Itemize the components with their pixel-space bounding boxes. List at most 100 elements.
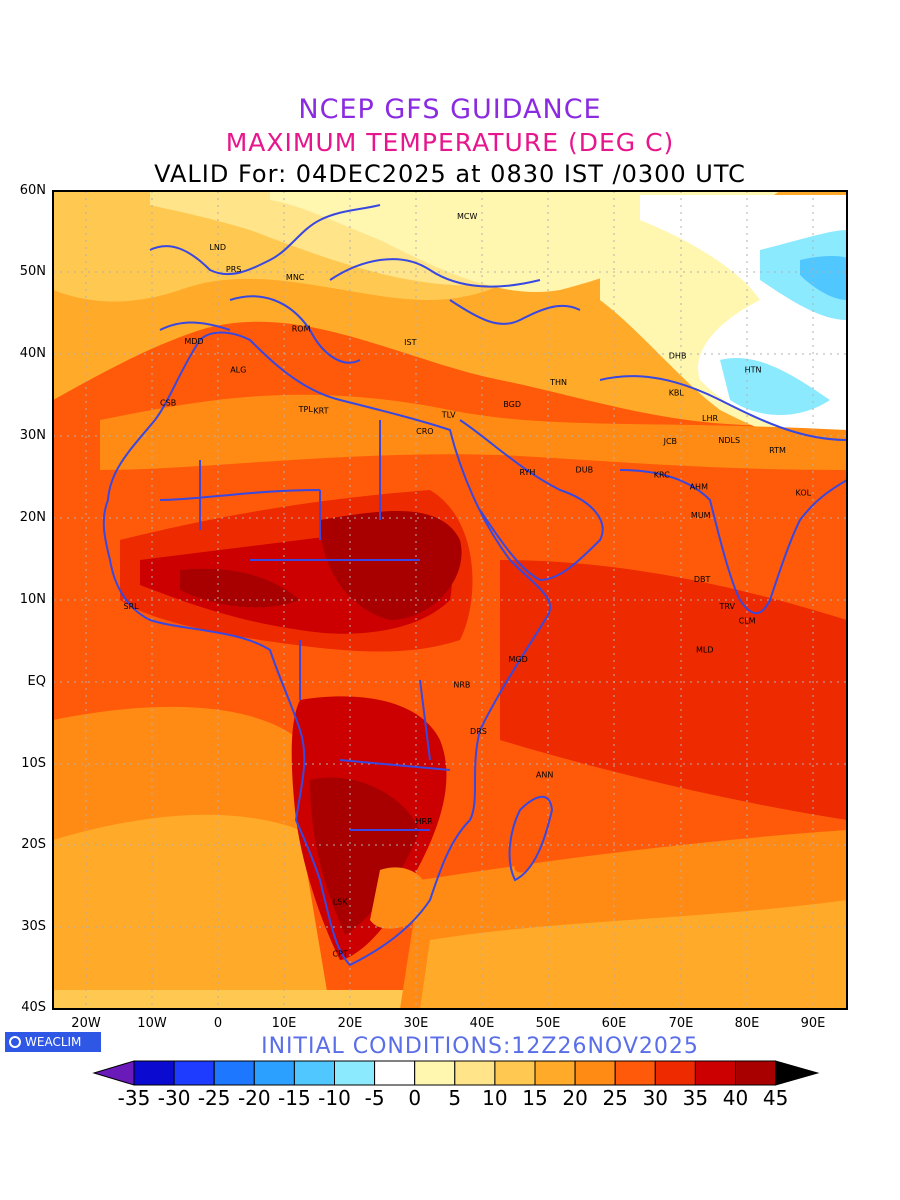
colorbar-tick-label: -25 — [197, 1086, 231, 1110]
station-label: AHM — [690, 483, 708, 492]
station-label: RTM — [769, 446, 786, 455]
station-label: IST — [404, 338, 416, 347]
station-label: MCW — [457, 212, 477, 221]
colorbar-tick-label: 45 — [762, 1086, 789, 1110]
station-label: LND — [209, 243, 226, 252]
colorbar-swatch — [334, 1060, 376, 1086]
station-label: DBT — [694, 575, 711, 584]
lat-label: 30N — [19, 428, 46, 443]
colorbar — [92, 1060, 820, 1086]
station-label: ANN — [536, 771, 553, 780]
lon-label: 40E — [469, 1016, 495, 1031]
station-label: DHB — [669, 352, 687, 361]
colorbar-swatch — [534, 1060, 576, 1086]
colorbar-swatch — [574, 1060, 616, 1086]
lat-label: 30S — [21, 919, 46, 934]
station-labels: MCW LND PRS MNC MDD ROM IST ALG CSB TPL KRT TLV CRO B… — [124, 212, 812, 959]
lon-label: 70E — [668, 1016, 694, 1031]
station-label: NDLS — [718, 436, 740, 445]
colorbar-swatch — [735, 1060, 777, 1086]
colorbar-tick-label: -20 — [237, 1086, 271, 1110]
station-label: RYH — [519, 468, 535, 477]
station-label: LSK — [333, 897, 349, 906]
station-label: ALG — [230, 366, 246, 375]
colorbar-swatch — [253, 1060, 295, 1086]
logo-ring-icon — [9, 1036, 21, 1048]
station-label: CPT — [333, 950, 348, 959]
lat-label: 50N — [19, 264, 46, 279]
station-label: TLV — [441, 411, 456, 420]
lon-label: 80E — [734, 1016, 760, 1031]
colorbar-swatch — [654, 1060, 696, 1086]
lat-label: 40N — [19, 346, 46, 361]
lat-label: 10S — [21, 756, 46, 771]
colorbar-tick-label: 15 — [522, 1086, 548, 1110]
colorbar-tick-label: -10 — [318, 1086, 351, 1110]
station-label: CSB — [160, 398, 176, 407]
lon-label: 90E — [800, 1016, 826, 1031]
station-label: PRS — [226, 265, 241, 274]
colorbar-tick-label: 30 — [642, 1086, 669, 1110]
colorbar-swatch — [173, 1060, 215, 1086]
lon-label: 10W — [137, 1016, 167, 1031]
lon-label: 60E — [601, 1016, 627, 1031]
lon-label: 20E — [337, 1016, 363, 1031]
station-label: KBL — [669, 389, 685, 398]
station-label: TPL — [298, 405, 314, 414]
station-label: HTN — [745, 366, 762, 375]
title-model: NCEP GFS GUIDANCE — [298, 94, 602, 125]
colorbar-tick-label: -15 — [278, 1086, 311, 1110]
colorbar-tick-label: 40 — [722, 1086, 749, 1110]
colorbar-swatch — [454, 1060, 496, 1086]
station-label: KOL — [796, 488, 812, 497]
colorbar-swatch — [614, 1060, 656, 1086]
lat-label: 20N — [19, 510, 46, 525]
colorbar-tick-label: 25 — [602, 1086, 628, 1110]
lon-label: 10E — [271, 1016, 297, 1031]
title-valid-time: VALID For: 04DEC2025 at 0830 IST /0300 U… — [154, 160, 746, 188]
station-label: DRS — [470, 727, 487, 736]
station-label: HRR — [416, 817, 434, 826]
map-frame — [52, 190, 848, 1010]
lat-label: 60N — [19, 183, 46, 198]
map-field — [53, 191, 847, 1009]
lon-label: 50E — [535, 1016, 561, 1031]
station-label: MLD — [696, 645, 714, 654]
colorbar-swatch — [213, 1060, 255, 1086]
colorbar-tick-label: 5 — [448, 1086, 462, 1110]
lat-label: 10N — [19, 592, 46, 607]
title-variable: MAXIMUM TEMPERATURE (DEG C) — [225, 128, 675, 157]
weaclim-logo: WEACLIM — [5, 1032, 101, 1052]
lon-label: 30E — [403, 1016, 429, 1031]
lat-label: 20S — [21, 837, 46, 852]
station-label: MUM — [691, 511, 711, 520]
colorbar-tick-label: 10 — [482, 1086, 508, 1110]
station-label: KRT — [313, 406, 328, 415]
station-label: JCB — [663, 437, 677, 446]
lat-label: 40S — [21, 1000, 46, 1015]
station-label: DUB — [576, 465, 594, 474]
lon-label: 0 — [213, 1016, 223, 1031]
station-label: ROM — [292, 325, 311, 334]
station-label: TRV — [718, 602, 735, 611]
colorbar-swatch — [414, 1060, 456, 1086]
station-label: THN — [549, 378, 567, 387]
colorbar-swatch — [133, 1060, 175, 1086]
colorbar-tick-label: 0 — [408, 1086, 422, 1110]
colorbar-swatch — [694, 1060, 737, 1086]
colorbar-tick-label: -35 — [117, 1086, 151, 1110]
station-label: NRB — [453, 681, 470, 690]
station-label: MDD — [184, 337, 203, 346]
station-label: CRO — [416, 427, 433, 436]
lat-label: EQ — [27, 674, 46, 689]
colorbar-tick-label: 20 — [562, 1086, 588, 1110]
station-label: BGD — [503, 400, 521, 409]
colorbar-swatch — [374, 1060, 416, 1086]
coastlines — [102, 204, 847, 967]
initial-conditions: INITIAL CONDITIONS:12Z26NOV2025 — [261, 1034, 699, 1059]
colorbar-over-arrow — [775, 1060, 820, 1086]
logo-text: WEACLIM — [25, 1035, 82, 1049]
station-label: SRL — [124, 602, 140, 611]
colorbar-swatch — [293, 1060, 335, 1086]
